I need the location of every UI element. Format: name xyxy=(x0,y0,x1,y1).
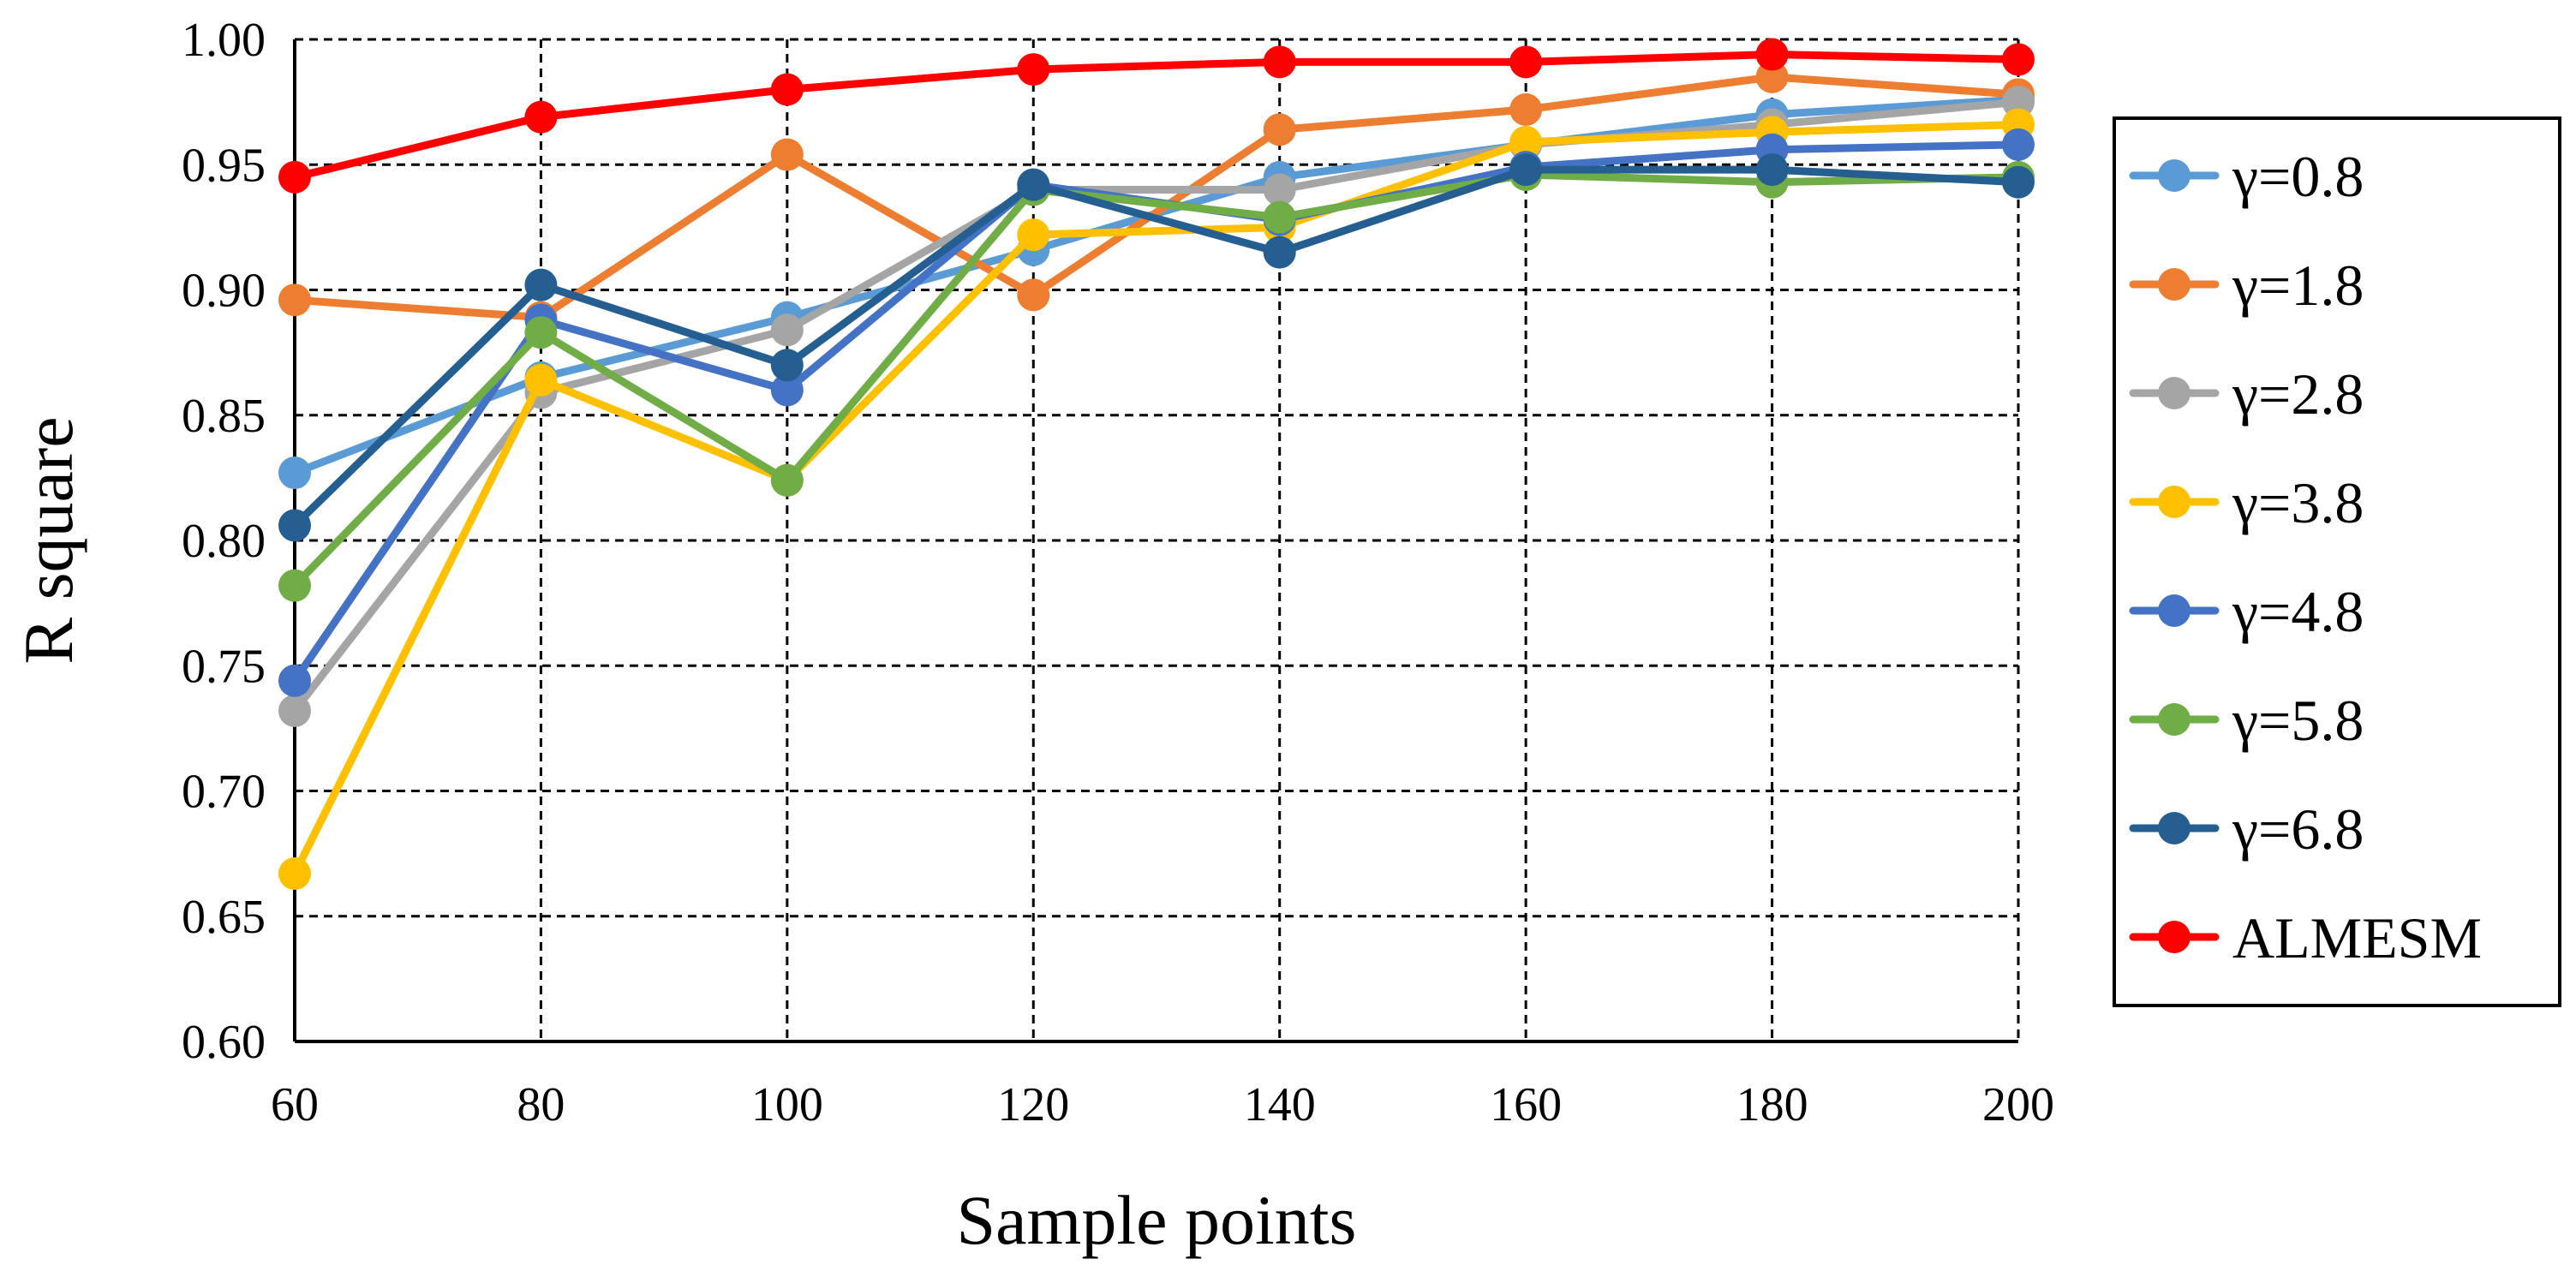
data-point xyxy=(524,316,558,349)
data-point xyxy=(2002,165,2035,199)
data-point xyxy=(770,349,804,382)
series-line xyxy=(290,98,2023,715)
y-tick-label: 0.70 xyxy=(182,766,266,819)
data-point xyxy=(2002,43,2035,76)
series-line xyxy=(290,73,2023,322)
x-tick-label: 60 xyxy=(271,1078,319,1131)
data-point xyxy=(2002,128,2035,161)
y-tick-label: 0.85 xyxy=(182,390,266,443)
data-point xyxy=(278,509,311,542)
legend-label: γ=5.8 xyxy=(2232,688,2364,753)
legend-item: γ=1.8 xyxy=(2129,253,2364,318)
tick-labels: 0.60 0.65 0.70 0.75 0.80 0.85 0.90 0.95 1.00 60 80… xyxy=(182,14,2054,1131)
data-point xyxy=(1509,153,1543,187)
x-tick-label: 140 xyxy=(1244,1078,1316,1131)
legend-label: γ=4.8 xyxy=(2232,579,2364,644)
data-point xyxy=(1509,92,1543,126)
y-tick-label: 1.00 xyxy=(182,14,266,67)
data-point xyxy=(770,373,804,407)
series-group xyxy=(278,38,2035,891)
data-point xyxy=(278,857,311,891)
series-line xyxy=(290,165,2023,529)
series-ALMESM xyxy=(278,38,2035,194)
legend-label: γ=3.8 xyxy=(2232,470,2364,535)
legend-item: γ=5.8 xyxy=(2129,688,2364,753)
data-point xyxy=(770,138,804,171)
x-tick-label: 100 xyxy=(751,1078,823,1131)
x-tick-label: 120 xyxy=(997,1078,1069,1131)
legend-marker xyxy=(2158,268,2190,301)
x-tick-label: 80 xyxy=(517,1078,565,1131)
legend-item: γ=0.8 xyxy=(2129,144,2364,209)
x-tick-label: 180 xyxy=(1736,1078,1808,1131)
data-point xyxy=(1263,173,1296,206)
y-tick-label: 0.80 xyxy=(182,515,266,568)
data-point xyxy=(1017,218,1050,252)
series-γ=6.8 xyxy=(278,153,2035,542)
x-axis-title: Sample points xyxy=(957,1181,1357,1259)
y-tick-label: 0.65 xyxy=(182,891,266,944)
data-point xyxy=(1755,153,1789,187)
legend-item: γ=6.8 xyxy=(2129,797,2364,862)
legend-label: ALMESM xyxy=(2232,905,2482,970)
data-point xyxy=(1509,125,1543,158)
data-point xyxy=(1017,53,1050,87)
data-point xyxy=(2002,86,2035,119)
legend-item: ALMESM xyxy=(2129,905,2482,970)
data-point xyxy=(278,694,311,727)
data-point xyxy=(524,268,558,301)
legend-item: γ=2.8 xyxy=(2129,361,2364,427)
legend-marker xyxy=(2158,486,2190,518)
legend: γ=0.8 γ=1.8 γ=2.8 γ=3.8 γ=4.8 γ=5.8 γ=6.8 ALMES… xyxy=(2113,116,2561,1007)
legend-marker xyxy=(2158,377,2190,409)
legend-marker xyxy=(2158,594,2190,627)
series-line xyxy=(290,170,2023,590)
legend-box xyxy=(2113,116,2561,1007)
legend-marker xyxy=(2158,159,2190,192)
series-γ=1.8 xyxy=(278,60,2035,334)
data-point xyxy=(770,73,804,106)
legend-label: γ=1.8 xyxy=(2232,253,2364,318)
data-point xyxy=(278,569,311,602)
data-point xyxy=(524,363,558,397)
x-tick-label: 160 xyxy=(1490,1078,1562,1131)
data-point xyxy=(1017,168,1050,201)
legend-item: γ=4.8 xyxy=(2129,579,2364,644)
legend-marker xyxy=(2158,703,2190,736)
legend-label: γ=2.8 xyxy=(2232,361,2364,427)
data-point xyxy=(770,463,804,497)
legend-item: γ=3.8 xyxy=(2129,470,2364,535)
data-point xyxy=(524,100,558,134)
series-line xyxy=(290,120,2023,878)
legend-label: γ=0.8 xyxy=(2232,144,2364,209)
y-tick-label: 0.60 xyxy=(182,1016,266,1069)
data-point xyxy=(278,456,311,490)
series-line xyxy=(290,51,2023,182)
data-point xyxy=(1263,200,1296,234)
data-point xyxy=(1263,113,1296,146)
data-point xyxy=(278,160,311,194)
data-point xyxy=(1263,236,1296,269)
legend-marker xyxy=(2158,812,2190,844)
y-tick-label: 0.75 xyxy=(182,640,266,693)
data-point xyxy=(770,313,804,347)
data-point xyxy=(278,664,311,697)
y-tick-label: 0.95 xyxy=(182,139,266,192)
data-point xyxy=(1017,278,1050,312)
data-point xyxy=(278,283,311,317)
y-axis-title: R square xyxy=(9,416,87,664)
legend-marker xyxy=(2158,921,2190,953)
x-tick-label: 200 xyxy=(1982,1078,2054,1131)
data-point xyxy=(1755,60,1789,93)
data-point xyxy=(1509,45,1543,79)
data-point xyxy=(1755,38,1789,71)
grid xyxy=(295,38,2020,1041)
data-point xyxy=(1263,45,1296,79)
y-tick-label: 0.90 xyxy=(182,265,266,318)
legend-label: γ=6.8 xyxy=(2232,797,2364,862)
